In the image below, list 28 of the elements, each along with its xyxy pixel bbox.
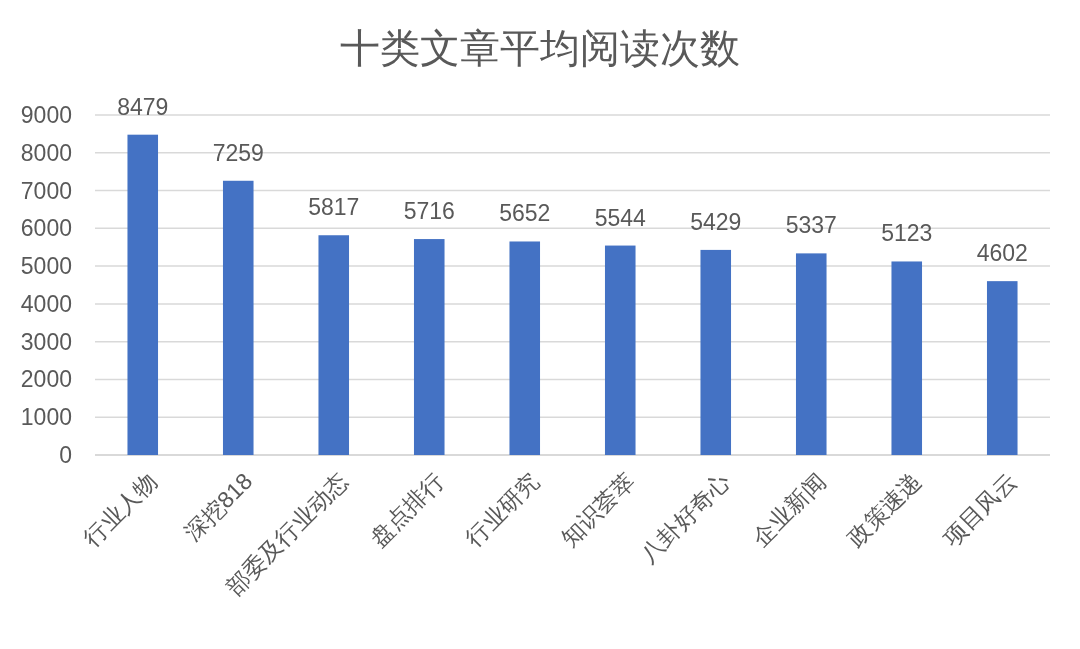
- data-label: 5544: [594, 204, 646, 231]
- y-tick-label: 6000: [20, 215, 72, 242]
- x-tick-label: 政策速递: [842, 467, 926, 552]
- x-tick-label: 盘点排行: [365, 467, 449, 552]
- y-tick-label: 3000: [20, 328, 72, 355]
- y-tick-label: 4000: [20, 290, 72, 317]
- data-label: 5337: [785, 212, 837, 239]
- y-tick-label: 8000: [20, 139, 72, 166]
- x-tick-label: 企业新闻: [747, 467, 831, 552]
- data-label: 5817: [308, 194, 360, 221]
- y-tick-label: 5000: [20, 253, 72, 280]
- x-tick-label: 项目风云: [938, 467, 1022, 552]
- y-tick-label: 7000: [20, 177, 72, 204]
- data-label: 7259: [212, 139, 264, 166]
- y-tick-label: 0: [59, 442, 72, 468]
- data-label: 5429: [690, 208, 742, 235]
- data-label: 5652: [499, 200, 551, 227]
- title: 十类文章平均阅读次数: [340, 26, 740, 70]
- data-label: 8479: [117, 93, 169, 120]
- x-tick-label: 行业人物: [78, 467, 162, 552]
- data-label: 5123: [881, 220, 933, 247]
- y-tick-label: 9000: [20, 102, 72, 128]
- data-label: 5716: [403, 198, 455, 225]
- x-tick-label: 深挖818: [179, 467, 258, 546]
- y-tick-label: 1000: [20, 404, 72, 431]
- y-tick-label: 2000: [20, 366, 72, 393]
- data-label: 4602: [976, 240, 1028, 267]
- x-tick-label: 行业研究: [460, 467, 544, 552]
